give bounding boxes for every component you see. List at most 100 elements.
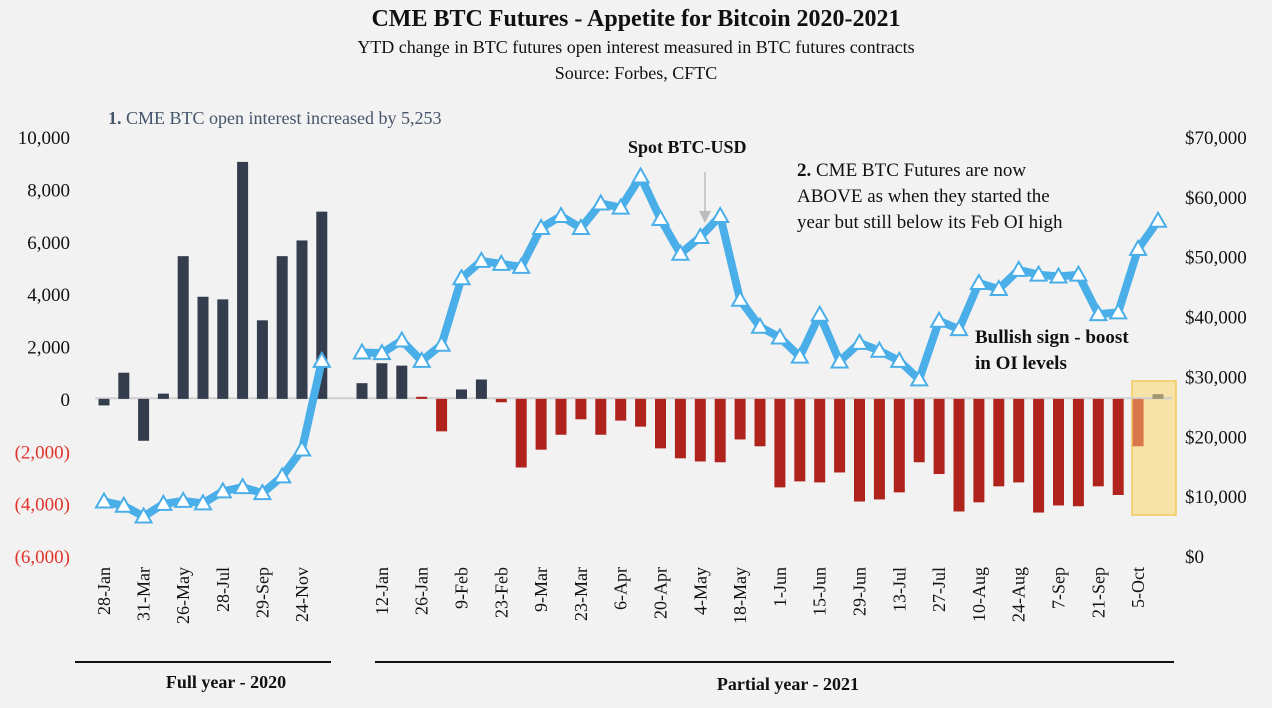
oi-bar <box>1033 398 1045 513</box>
oi-bar <box>177 256 189 399</box>
spot-btc-marker <box>650 208 671 227</box>
annotation-2-line-1: 2. CME BTC Futures are now <box>797 160 1026 181</box>
spot-btc-marker <box>213 481 233 499</box>
spot-btc-marker <box>312 350 332 368</box>
spot-btc-marker <box>989 279 1009 297</box>
oi-bar <box>396 365 408 399</box>
oi-bar <box>774 398 786 488</box>
left-tick-label: 0 <box>61 390 71 411</box>
oi-bar <box>973 398 985 503</box>
x-tick-label: 9-Feb <box>452 567 472 609</box>
right-tick-label: $60,000 <box>1185 188 1247 209</box>
x-tick-label: 6-Apr <box>611 567 631 610</box>
bars-layer <box>98 161 1164 513</box>
oi-bar <box>475 379 487 399</box>
oi-bar <box>814 398 826 483</box>
oi-bar <box>615 398 627 421</box>
spot-btc-marker <box>630 166 651 184</box>
x-tick-label: 29-Sep <box>252 567 272 618</box>
x-tick-label: 15-Jun <box>810 567 830 616</box>
spot-btc-marker <box>94 491 114 509</box>
x-tick-label: 26-May <box>173 567 193 624</box>
right-axis: $70,000 $60,000 $50,000 $40,000 $30,000 $20,0… <box>1185 128 1247 568</box>
right-tick-label: $0 <box>1185 547 1204 568</box>
x-tick-label: 28-Jan <box>94 567 114 615</box>
x-tick-label: 27-Jul <box>929 567 949 612</box>
spot-btc-marker <box>114 495 134 513</box>
spot-btc-marker <box>1148 210 1168 228</box>
spot-btc-marker <box>1068 264 1089 282</box>
oi-bar <box>138 398 150 441</box>
x-tick-label: 24-Nov <box>292 567 312 622</box>
spot-btc-marker <box>909 369 929 387</box>
oi-bar <box>256 320 268 399</box>
oi-bar <box>276 256 288 399</box>
spot-btc-marker <box>551 205 571 224</box>
spot-btc-marker <box>889 350 910 368</box>
oi-bar <box>535 398 547 450</box>
oi-bar <box>436 398 448 432</box>
annotation-1-text: CME BTC open interest increased by 5,253 <box>122 108 442 128</box>
oi-bar <box>933 398 945 475</box>
spot-btc-marker <box>849 332 870 350</box>
spot-btc-marker <box>1088 304 1109 322</box>
spot-btc-marker <box>193 493 213 511</box>
oi-bar <box>316 211 328 399</box>
spot-btc-marker <box>471 250 492 268</box>
x-tick-label: 31-Mar <box>134 567 154 621</box>
spot-btc-marker <box>372 343 392 361</box>
spot-btc-marker <box>1008 259 1029 277</box>
chart-source: Source: Forbes, CFTC <box>555 63 718 83</box>
oi-bar <box>376 363 388 399</box>
spot-btc-marker <box>173 490 193 508</box>
spot-btc-marker <box>411 350 432 368</box>
spot-arrow-head <box>699 211 711 223</box>
spot-btc-marker <box>770 327 790 345</box>
oi-bar <box>794 398 806 482</box>
group-label-2020: Full year - 2020 <box>166 672 286 692</box>
spot-btc-marker <box>750 316 770 334</box>
right-tick-label: $40,000 <box>1185 308 1247 329</box>
left-tick-label: (4,000) <box>15 495 70 516</box>
x-tick-label: 10-Aug <box>969 567 989 622</box>
bullish-line-2: in OI levels <box>975 353 1067 374</box>
left-axis: 10,000 8,000 6,000 4,000 2,000 0 (2,000) (4,000… <box>15 128 70 568</box>
left-tick-label: 2,000 <box>27 338 70 359</box>
annotation-2-text: CME BTC Futures are now <box>811 160 1026 181</box>
oi-bar <box>993 398 1005 487</box>
spot-btc-marker <box>610 197 631 215</box>
spot-btc-marker <box>1048 266 1069 284</box>
oi-bar <box>356 383 368 399</box>
oi-bar <box>296 240 308 399</box>
oi-bar <box>515 398 527 468</box>
oi-bar <box>1132 398 1144 447</box>
left-tick-label: (6,000) <box>15 547 70 568</box>
x-tick-label: 29-Jun <box>850 567 870 616</box>
oi-bar <box>734 398 746 440</box>
spot-btc-label: Spot BTC-USD <box>628 137 747 157</box>
spot-btc-marker <box>571 217 591 235</box>
x-tick-label: 12-Jan <box>372 567 392 615</box>
oi-bar <box>595 398 607 435</box>
spot-btc-marker <box>869 340 890 358</box>
oi-bar <box>854 398 865 502</box>
annotation-1: 1. CME BTC open interest increased by 5,… <box>108 108 441 128</box>
right-tick-label: $50,000 <box>1185 248 1247 269</box>
x-tick-label: 7-Sep <box>1049 567 1069 609</box>
oi-bar <box>555 398 567 435</box>
oi-bar <box>893 398 905 493</box>
oi-bar <box>1072 398 1084 507</box>
x-tick-label: 1-Jun <box>770 567 790 607</box>
spot-btc-marker <box>392 330 412 348</box>
oi-bar <box>98 398 110 406</box>
right-tick-label: $30,000 <box>1185 367 1247 388</box>
spot-btc-marker <box>591 193 611 211</box>
group-label-2021: Partial year - 2021 <box>717 674 859 694</box>
x-tick-label: 26-Jan <box>412 567 432 615</box>
spot-btc-marker <box>451 268 472 286</box>
spot-btc-marker <box>969 273 989 291</box>
oi-bar <box>674 398 686 459</box>
spot-btc-marker <box>949 319 969 337</box>
oi-bar <box>754 398 766 447</box>
left-tick-label: 4,000 <box>27 285 70 306</box>
